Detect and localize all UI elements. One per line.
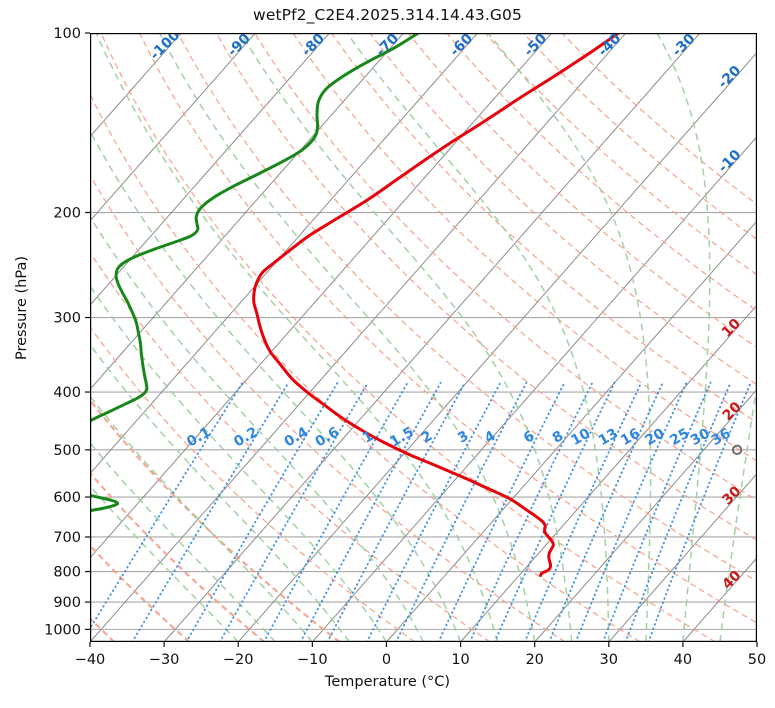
x-tick-label: −20 <box>223 652 254 668</box>
dry-adiabat-lines <box>90 33 757 642</box>
y-tick-label: 100 <box>53 26 81 42</box>
y-tick-label: 400 <box>53 385 81 401</box>
plot-area: -100 -90 -80 -70 -60 -50 -40 -30 -20 -10 10 20 30 40 0… <box>90 33 757 642</box>
x-tick-label: 50 <box>748 652 766 668</box>
dewpoint-profile-curve <box>90 33 420 513</box>
y-tick-label: 700 <box>53 530 81 546</box>
y-tick-label: 600 <box>53 490 81 506</box>
x-tick-label: 10 <box>451 652 469 668</box>
y-tick-label: 500 <box>53 443 81 459</box>
x-tick-label: −30 <box>149 652 180 668</box>
x-tick-label: 40 <box>674 652 692 668</box>
grid-and-curves: -100 -90 -80 -70 -60 -50 -40 -30-20-10102030400… <box>90 33 757 642</box>
x-axis-label: Temperature (°C) <box>324 674 451 690</box>
x-tick-label: −10 <box>297 652 328 668</box>
y-tick-label: 900 <box>53 595 81 611</box>
y-axis-label: Pressure (hPa) <box>14 256 30 361</box>
isotherm-lines <box>90 33 757 642</box>
parcel-marker <box>731 444 743 456</box>
y-tick-label: 300 <box>53 311 81 327</box>
x-tick-label: 0 <box>382 652 391 668</box>
y-tick-label: 800 <box>53 565 81 581</box>
x-tick-label: 30 <box>600 652 618 668</box>
y-tick-label: 1000 <box>44 622 81 638</box>
x-tick-label: −40 <box>75 652 106 668</box>
temperature-profile-curve <box>252 33 620 577</box>
mixing-ratio-lines <box>90 381 752 642</box>
y-tick-label: 200 <box>53 206 81 222</box>
x-tick-label: 20 <box>525 652 543 668</box>
skewt-canvas: -100 -90 -80 -70 -60 -50 -40 -30-20-10102030400… <box>90 33 757 642</box>
page-title: wetPf2_C2E4.2025.314.14.43.G05 <box>253 6 522 24</box>
